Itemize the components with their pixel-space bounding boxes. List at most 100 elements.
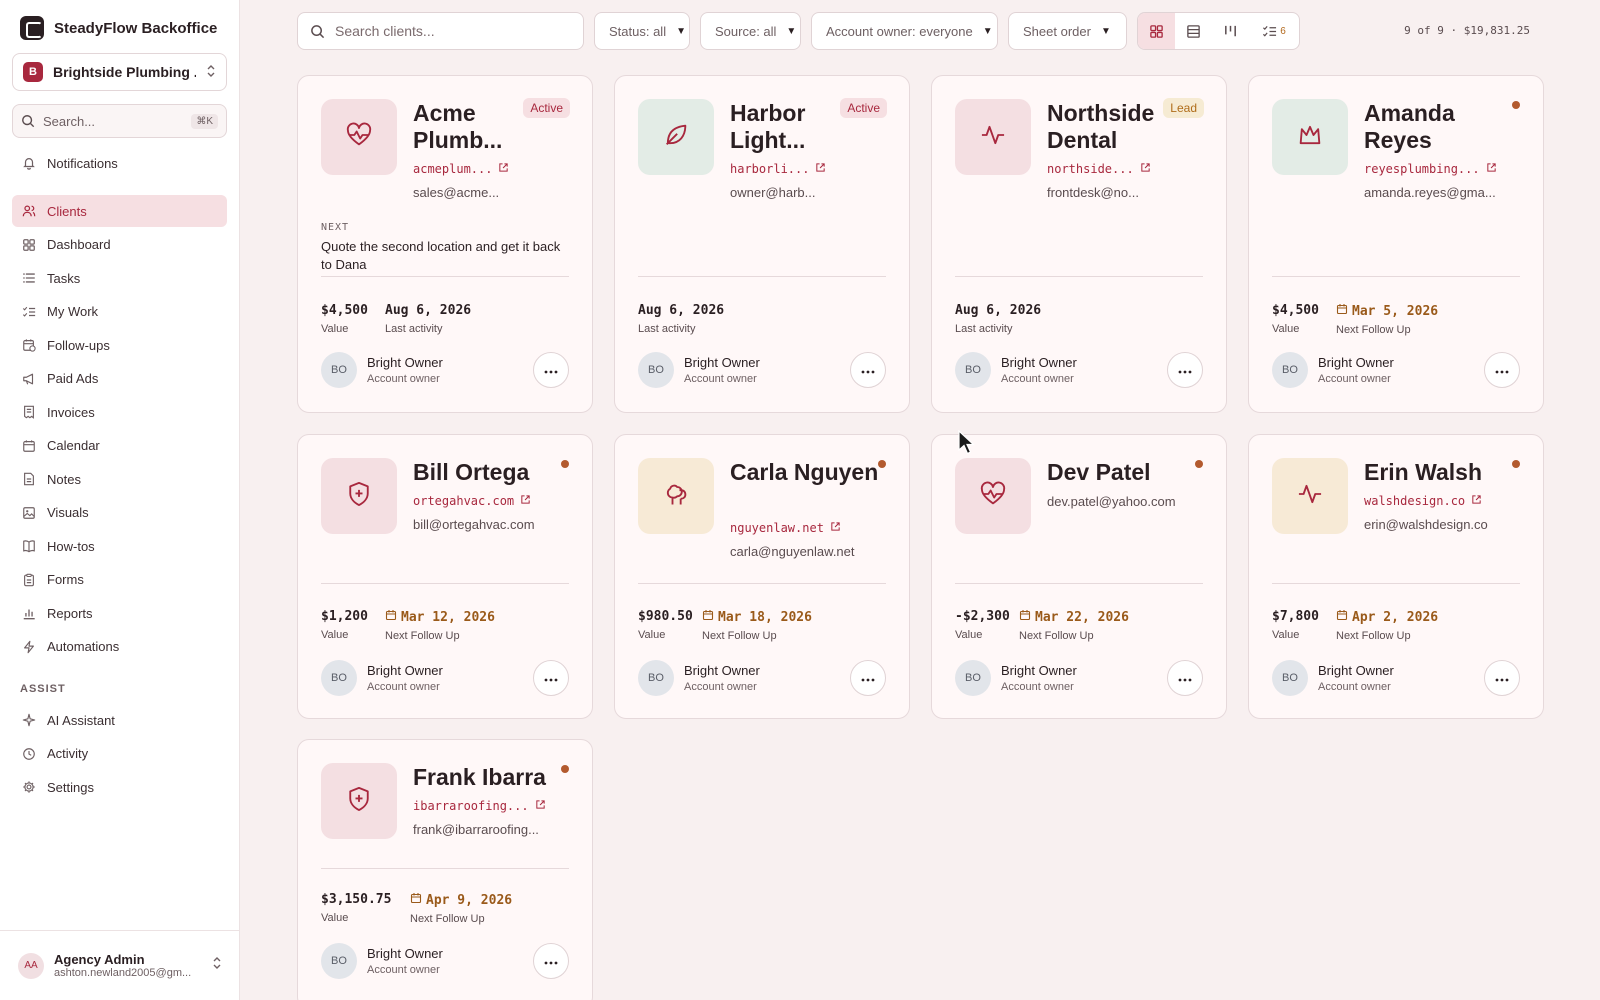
client-avatar-tile bbox=[1272, 458, 1348, 534]
source-filter[interactable]: Source: all ▼ bbox=[700, 12, 801, 50]
website-link[interactable]: reyesplumbing... bbox=[1364, 162, 1497, 176]
sidebar-item-clients[interactable]: Clients bbox=[12, 195, 227, 227]
sidebar-item-paid-ads[interactable]: Paid Ads bbox=[12, 363, 227, 395]
brand[interactable]: SteadyFlow Backoffice bbox=[20, 16, 217, 40]
date-text: Mar 12, 2026 bbox=[401, 609, 495, 625]
avatar: BO bbox=[1272, 352, 1308, 388]
grid-view-button[interactable] bbox=[1138, 13, 1175, 49]
card-divider bbox=[955, 583, 1203, 584]
client-card[interactable]: Acme Plumb... Active acmeplum... sales@acme… bbox=[297, 75, 593, 413]
card-divider bbox=[321, 276, 569, 277]
ellipsis-icon bbox=[861, 669, 875, 687]
client-card[interactable]: Northside Dental Lead northside... frontdes… bbox=[931, 75, 1227, 413]
sidebar-item-dashboard[interactable]: Dashboard bbox=[12, 229, 227, 261]
bar-chart-icon bbox=[21, 605, 37, 621]
client-name[interactable]: Dev Patel bbox=[1047, 459, 1151, 485]
owner-name: Bright Owner bbox=[367, 946, 443, 961]
workspace-switcher[interactable]: B Brightside Plumbing ... bbox=[12, 53, 227, 91]
client-name[interactable]: Erin Walsh bbox=[1364, 459, 1482, 485]
website-link[interactable]: harborli... bbox=[730, 162, 826, 176]
brand-name: SteadyFlow Backoffice bbox=[54, 19, 218, 37]
client-name[interactable]: Bill Ortega bbox=[413, 459, 530, 485]
client-card[interactable]: Amanda Reyes reyesplumbing... amanda.reyes… bbox=[1248, 75, 1544, 413]
more-options-button[interactable] bbox=[850, 660, 886, 696]
sidebar-item-invoices[interactable]: Invoices bbox=[12, 396, 227, 428]
client-name[interactable]: Northside Dental bbox=[1047, 100, 1155, 153]
search-input[interactable] bbox=[335, 23, 555, 39]
avatar: BO bbox=[321, 352, 357, 388]
sidebar-item-ai-assistant[interactable]: AI Assistant bbox=[12, 704, 227, 736]
more-options-button[interactable] bbox=[1167, 352, 1203, 388]
client-name[interactable]: Carla Nguyen bbox=[730, 459, 879, 485]
image-icon bbox=[21, 505, 37, 521]
sidebar-item-follow-ups[interactable]: Follow-ups bbox=[12, 329, 227, 361]
tasks-view-button[interactable]: 6 bbox=[1249, 13, 1299, 49]
more-options-button[interactable] bbox=[533, 660, 569, 696]
value-label: Value bbox=[321, 323, 349, 335]
date-value: Aug 6, 2026 bbox=[638, 303, 724, 318]
more-options-button[interactable] bbox=[533, 943, 569, 979]
website-link[interactable]: ibarraroofing... bbox=[413, 799, 546, 813]
more-options-button[interactable] bbox=[1484, 352, 1520, 388]
note-icon bbox=[21, 471, 37, 487]
value-label: Value bbox=[1272, 323, 1300, 335]
client-card[interactable]: Carla Nguyen nguyenlaw.net carla@nguyenlaw… bbox=[614, 434, 910, 719]
account-menu[interactable]: AA Agency Admin ashton.newland2005@gm... bbox=[0, 930, 240, 1000]
date-value: Aug 6, 2026 bbox=[955, 303, 1041, 318]
sidebar-item-notifications[interactable]: Notifications bbox=[12, 147, 227, 179]
client-name[interactable]: Harbor Light... bbox=[730, 100, 806, 153]
sidebar-search[interactable]: Search... ⌘K bbox=[12, 104, 227, 138]
sidebar-item-visuals[interactable]: Visuals bbox=[12, 497, 227, 529]
sidebar-item-settings[interactable]: Settings bbox=[12, 771, 227, 803]
more-options-button[interactable] bbox=[850, 352, 886, 388]
calendar-clock-icon bbox=[1336, 303, 1348, 319]
status-badge: Lead bbox=[1163, 98, 1204, 118]
owner-name: Bright Owner bbox=[1318, 355, 1394, 370]
date-metric: Apr 9, 2026 Next Follow Up bbox=[410, 892, 512, 926]
more-options-button[interactable] bbox=[1167, 660, 1203, 696]
website-link[interactable]: acmeplum... bbox=[413, 162, 509, 176]
owner-role: Account owner bbox=[684, 681, 757, 693]
sidebar-item-tasks[interactable]: Tasks bbox=[12, 262, 227, 294]
client-search[interactable] bbox=[297, 12, 584, 50]
table-view-button[interactable] bbox=[1175, 13, 1212, 49]
grid-icon bbox=[21, 237, 37, 253]
date-value: Apr 2, 2026 bbox=[1336, 609, 1438, 625]
client-card[interactable]: Erin Walsh walshdesign.co erin@walshdesign… bbox=[1248, 434, 1544, 719]
client-name[interactable]: Acme Plumb... bbox=[413, 100, 503, 153]
sidebar-item-my-work[interactable]: My Work bbox=[12, 296, 227, 328]
sidebar-item-how-tos[interactable]: How-tos bbox=[12, 530, 227, 562]
date-value: Mar 12, 2026 bbox=[385, 609, 495, 625]
sidebar-item-calendar[interactable]: Calendar bbox=[12, 430, 227, 462]
sidebar-item-activity[interactable]: Activity bbox=[12, 738, 227, 770]
sidebar-item-automations[interactable]: Automations bbox=[12, 631, 227, 663]
owner-filter[interactable]: Account owner: everyone ▼ bbox=[811, 12, 998, 50]
sidebar-item-notes[interactable]: Notes bbox=[12, 463, 227, 495]
client-card[interactable]: Dev Patel dev.patel@yahoo.com -$2,300 Value… bbox=[931, 434, 1227, 719]
sort-select[interactable]: Sheet order ▼ bbox=[1008, 12, 1127, 50]
status-filter[interactable]: Status: all ▼ bbox=[594, 12, 690, 50]
client-card[interactable]: Bill Ortega ortegahvac.com bill@ortegahvac… bbox=[297, 434, 593, 719]
client-card[interactable]: Harbor Light... Active harborli... owner@ha… bbox=[614, 75, 910, 413]
status-dot bbox=[878, 460, 886, 468]
client-email: owner@harb... bbox=[730, 185, 816, 200]
more-options-button[interactable] bbox=[533, 352, 569, 388]
chevron-updown-icon bbox=[212, 956, 222, 975]
sidebar-item-forms[interactable]: Forms bbox=[12, 564, 227, 596]
value-amount: -$2,300 bbox=[955, 609, 1010, 624]
sidebar-item-label: Automations bbox=[47, 639, 120, 654]
date-value: Aug 6, 2026 bbox=[385, 303, 471, 318]
sidebar-item-reports[interactable]: Reports bbox=[12, 597, 227, 629]
search-icon bbox=[22, 115, 35, 128]
website-link[interactable]: walshdesign.co bbox=[1364, 494, 1482, 508]
website-link[interactable]: nguyenlaw.net bbox=[730, 521, 841, 535]
client-name[interactable]: Frank Ibarra bbox=[413, 764, 546, 790]
website-link[interactable]: northside... bbox=[1047, 162, 1151, 176]
status-dot bbox=[1512, 101, 1520, 109]
more-options-button[interactable] bbox=[1484, 660, 1520, 696]
client-card[interactable]: Frank Ibarra ibarraroofing... frank@ibarra… bbox=[297, 739, 593, 1000]
client-name[interactable]: Amanda Reyes bbox=[1364, 100, 1455, 153]
website-link[interactable]: ortegahvac.com bbox=[413, 494, 531, 508]
users-icon bbox=[21, 203, 37, 219]
board-view-button[interactable] bbox=[1212, 13, 1249, 49]
